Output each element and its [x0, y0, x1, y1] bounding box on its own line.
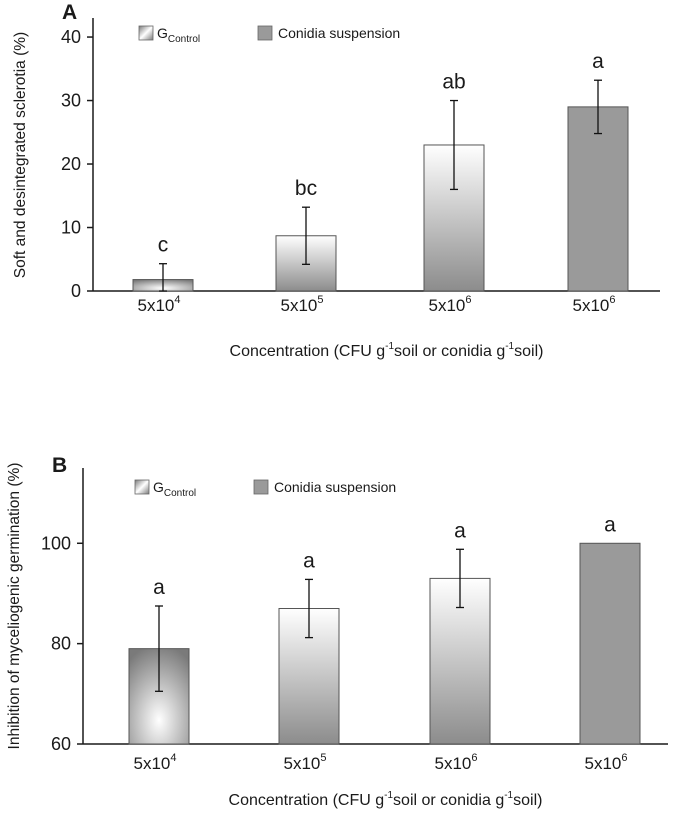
panel-label-a: A	[62, 1, 77, 24]
x-tick-label: 5x106	[435, 752, 478, 773]
x-tick-label: 5x105	[281, 294, 324, 315]
legend-label-conidia: Conidia suspension	[274, 479, 396, 495]
legend-swatch-control	[138, 25, 154, 41]
significance-letter: a	[604, 513, 616, 536]
y-axis-label: Inhibition of myceliogenic germination (…	[6, 463, 23, 750]
x-tick-label: 5x104	[134, 752, 177, 773]
significance-letter: a	[153, 576, 165, 599]
x-tick-label: 5x106	[585, 752, 628, 773]
significance-letter: ab	[442, 71, 465, 94]
legend-swatch-conidia	[253, 479, 269, 495]
significance-letter: a	[454, 519, 466, 542]
x-tick-label: 5x104	[138, 294, 181, 315]
x-axis-label: Concentration (CFU g-1soil or conidia g-…	[230, 341, 544, 360]
significance-letter: a	[592, 50, 604, 73]
y-tick-label: 80	[51, 634, 71, 654]
legend-swatch-control	[134, 479, 150, 495]
significance-letter: c	[158, 234, 169, 257]
x-tick-label: 5x106	[429, 294, 472, 315]
chart-panel-a: 0 10 20 30 40 c 5x104 bc 5x105 ab 5x106 a 5x106 GCont…	[12, 18, 660, 360]
x-axis-label: Concentration (CFU g-1soil or conidia g-…	[229, 790, 543, 809]
legend-label-control: GControl	[153, 479, 196, 499]
x-tick-label: 5x105	[284, 752, 327, 773]
y-tick-label: 40	[61, 27, 81, 47]
y-tick-label: 100	[41, 533, 71, 553]
chart-panel-b: 60 80 100 a 5x104 a 5x105 a 5x106 a 5x106 GControl C…	[6, 463, 668, 809]
legend-label-conidia: Conidia suspension	[278, 25, 400, 41]
x-tick-label: 5x106	[573, 294, 616, 315]
bar	[567, 106, 629, 292]
bar	[579, 542, 641, 745]
legend-label-control: GControl	[157, 25, 200, 45]
y-tick-label: 0	[71, 281, 81, 301]
panel-label-b: B	[52, 454, 67, 477]
significance-letter: a	[303, 549, 315, 572]
legend: GControl Conidia suspension	[138, 25, 400, 45]
y-tick-label: 20	[61, 154, 81, 174]
legend-swatch-conidia	[257, 25, 273, 41]
significance-letter: bc	[295, 177, 317, 200]
legend: GControl Conidia suspension	[134, 479, 396, 499]
y-tick-label: 10	[61, 218, 81, 238]
y-tick-label: 30	[61, 91, 81, 111]
y-axis-label: Soft and desintegrated sclerotia (%)	[12, 32, 29, 278]
y-tick-label: 60	[51, 734, 71, 754]
